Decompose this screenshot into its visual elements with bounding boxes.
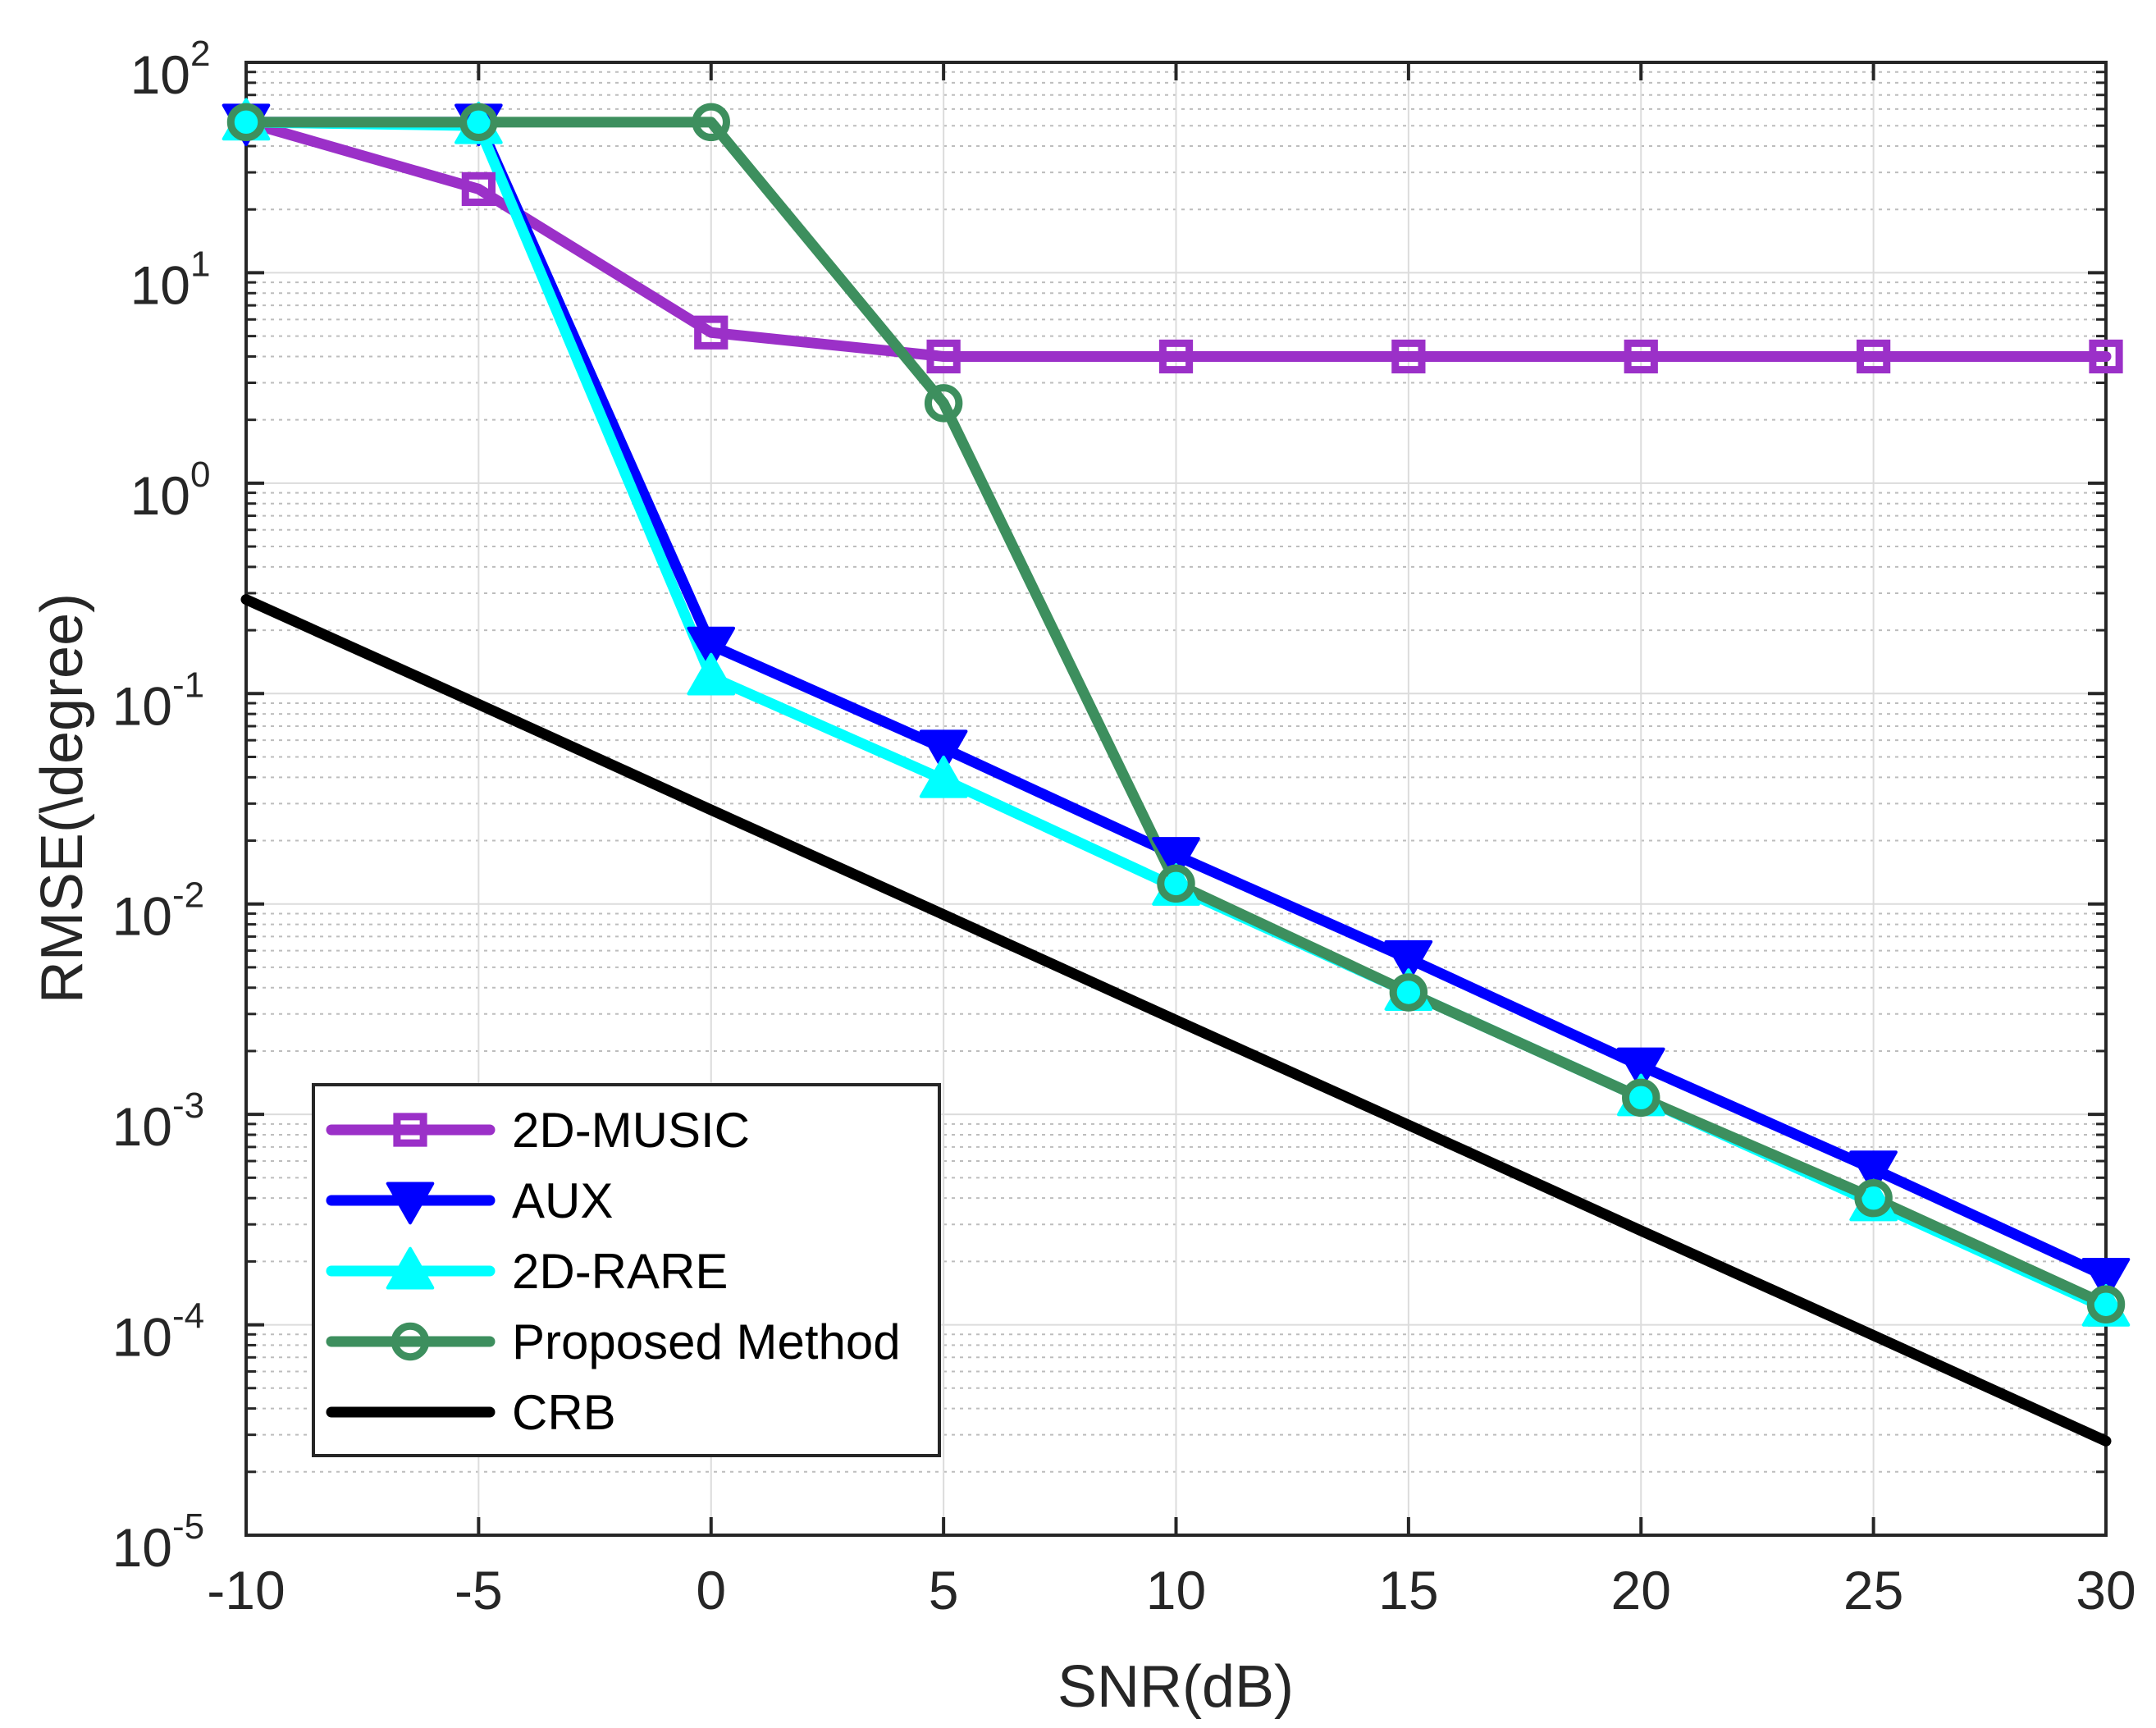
series-markers — [222, 98, 2131, 1327]
y-tick-label-base: 10 — [130, 254, 190, 315]
y-tick-label-base: 10 — [112, 1307, 172, 1368]
y-tick-label-exponent: 2 — [190, 34, 210, 74]
y-tick-label: 10 -4 — [112, 1296, 205, 1368]
data-point-2d-music — [1391, 339, 1426, 374]
legend-marker-aux — [386, 1182, 435, 1225]
x-tick-label: 25 — [1843, 1560, 1903, 1621]
legend-marker-2d-rare — [386, 1246, 435, 1290]
legend-marker-2d-music — [393, 1113, 427, 1147]
legend-label-aux: AUX — [512, 1173, 613, 1228]
data-point-aux — [1384, 939, 1433, 983]
y-tick-label-base: 10 — [112, 1096, 172, 1157]
data-point-2d-music — [1624, 339, 1658, 374]
x-tick-label: 5 — [929, 1560, 959, 1621]
legend-entry-2d-rare: 2D-RARE — [326, 1244, 728, 1299]
y-tick-label-exponent: -1 — [172, 665, 204, 705]
x-tick-label: 30 — [2076, 1560, 2135, 1621]
data-point-2d-music — [2089, 339, 2123, 374]
y-tick-label: 10 2 — [130, 34, 211, 105]
data-point-2d-music — [461, 171, 496, 207]
y-tick-label: 10 1 — [130, 244, 211, 315]
data-point-proposed-method — [924, 384, 963, 423]
legend-entry-crb: CRB — [326, 1385, 616, 1440]
data-point-aux — [687, 626, 736, 670]
y-tick-label: 10 0 — [130, 455, 211, 526]
legend-entry-proposed-method: Proposed Method — [326, 1314, 901, 1369]
legend-marker-proposed-method — [391, 1322, 430, 1361]
data-point-proposed-method — [1854, 1178, 1893, 1218]
series-line-crb — [240, 594, 2112, 1447]
y-axis-label: RMSE(\degree) — [30, 593, 95, 1003]
y-tick-label: 10 -5 — [112, 1506, 205, 1578]
x-tick-label: -5 — [454, 1560, 503, 1621]
y-tick-label-base: 10 — [130, 465, 190, 526]
data-point-aux — [1152, 837, 1200, 880]
data-point-2d-music — [694, 315, 729, 350]
legend-entry-2d-music: 2D-MUSIC — [326, 1103, 750, 1158]
y-tick-label-base: 10 — [112, 886, 172, 947]
data-point-aux — [1616, 1047, 1665, 1090]
data-point-aux — [1849, 1150, 1898, 1194]
x-tick-label: 0 — [696, 1560, 726, 1621]
y-tick-label-exponent: -5 — [172, 1506, 204, 1547]
legend-label-2d-music: 2D-MUSIC — [512, 1103, 750, 1158]
x-tick-labels: -10 -5 0 5 10 15 20 25 30 — [207, 1560, 2135, 1621]
data-point-proposed-method — [1622, 1078, 1660, 1118]
legend-label-proposed-method: Proposed Method — [512, 1314, 901, 1369]
y-tick-label: 10 -1 — [112, 665, 205, 736]
y-tick-label: 10 -3 — [112, 1086, 205, 1157]
y-tick-label-base: 10 — [112, 675, 172, 736]
data-point-2d-rare — [687, 652, 736, 696]
y-tick-label-exponent: -2 — [172, 875, 204, 916]
data-point-aux — [2081, 1258, 2131, 1301]
y-tick-label-exponent: 1 — [190, 244, 210, 284]
data-point-2d-music — [926, 339, 961, 374]
x-tick-label: 10 — [1146, 1560, 1206, 1621]
data-point-proposed-method — [1157, 864, 1195, 903]
legend-label-crb: CRB — [512, 1385, 616, 1440]
x-tick-label: 15 — [1378, 1560, 1438, 1621]
x-axis-label: SNR(dB) — [1057, 1654, 1294, 1720]
data-point-proposed-method — [2086, 1285, 2126, 1323]
data-point-proposed-method — [459, 103, 498, 142]
y-tick-label-base: 10 — [112, 1517, 172, 1578]
data-point-proposed-method — [692, 103, 730, 142]
y-tick-label-exponent: -3 — [172, 1086, 204, 1126]
data-point-2d-music — [1857, 339, 1891, 374]
data-point-aux — [919, 729, 968, 773]
y-tick-label-exponent: -4 — [172, 1296, 204, 1337]
data-point-2d-music — [1158, 339, 1194, 374]
x-tick-label: -10 — [207, 1560, 285, 1621]
series-line-2d-music — [240, 117, 2112, 362]
data-point-2d-rare — [919, 755, 968, 798]
legend: 2D-MUSIC AUX 2D-RARE Proposed Method CRB — [312, 1083, 941, 1457]
legend-label-2d-rare: 2D-RARE — [512, 1244, 728, 1299]
y-tick-label-exponent: 0 — [190, 455, 210, 495]
x-tick-label: 20 — [1611, 1560, 1671, 1621]
legend-entry-aux: AUX — [326, 1173, 613, 1228]
y-tick-label-base: 10 — [130, 44, 190, 105]
data-point-proposed-method — [1389, 973, 1428, 1012]
data-point-proposed-method — [226, 103, 266, 142]
y-tick-label: 10 -2 — [112, 875, 205, 947]
